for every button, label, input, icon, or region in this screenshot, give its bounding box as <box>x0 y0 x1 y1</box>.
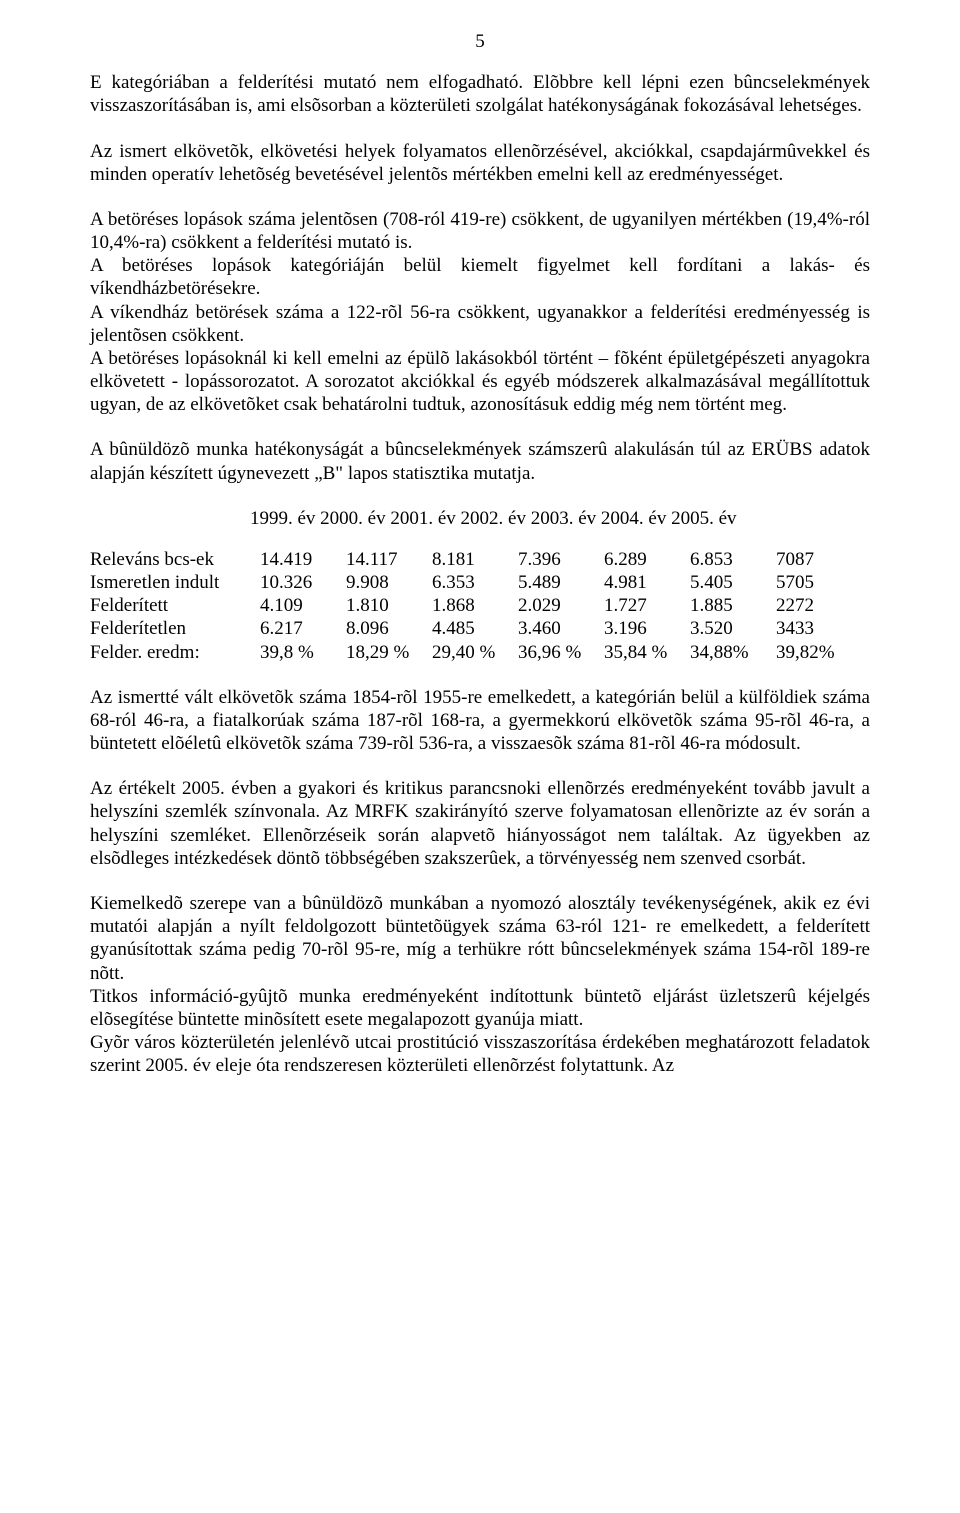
row-cell: 2.029 <box>518 594 604 617</box>
row-cell: 7087 <box>776 548 862 571</box>
row-cell: 4.981 <box>604 571 690 594</box>
row-cell: 1.810 <box>346 594 432 617</box>
row-cell: 5.489 <box>518 571 604 594</box>
statistics-table: Releváns bcs-ek14.41914.1178.1817.3966.2… <box>90 548 870 664</box>
table-row: Ismeretlen indult10.3269.9086.3535.4894.… <box>90 571 870 594</box>
row-cell: 8.181 <box>432 548 518 571</box>
row-cell: 29,40 % <box>432 641 518 664</box>
row-cell: 6.853 <box>690 548 776 571</box>
row-cell: 5705 <box>776 571 862 594</box>
paragraph-7: A bûnüldözõ munka hatékonyságát a bûncse… <box>90 438 870 484</box>
paragraph-3a: A betöréses lopások száma jelentõsen (70… <box>90 208 870 254</box>
page-number: 5 <box>90 30 870 53</box>
paragraph-9: Az értékelt 2005. évben a gyakori és kri… <box>90 777 870 870</box>
paragraph-12: Gyõr város közterületén jelenlévõ utcai … <box>90 1031 870 1077</box>
row-cell: 10.326 <box>260 571 346 594</box>
row-cell: 1.885 <box>690 594 776 617</box>
paragraph-block-3: A betöréses lopások száma jelentõsen (70… <box>90 208 870 417</box>
row-cell: 14.419 <box>260 548 346 571</box>
paragraph-2: Az ismert elkövetõk, elkövetési helyek f… <box>90 140 870 186</box>
paragraph-block-10: Kiemelkedõ szerepe van a bûnüldözõ munká… <box>90 892 870 1077</box>
row-cell: 4.109 <box>260 594 346 617</box>
row-cell: 3.520 <box>690 617 776 640</box>
row-cell: 14.117 <box>346 548 432 571</box>
row-cell: 3.196 <box>604 617 690 640</box>
row-cell: 3.460 <box>518 617 604 640</box>
row-cell: 6.289 <box>604 548 690 571</box>
table-row: Felder. eredm:39,8 %18,29 %29,40 %36,96 … <box>90 641 870 664</box>
row-cell: 1.727 <box>604 594 690 617</box>
row-cell: 6.353 <box>432 571 518 594</box>
years-header-line: 1999. év 2000. év 2001. év 2002. év 2003… <box>90 507 870 530</box>
row-cell: 5.405 <box>690 571 776 594</box>
paragraph-3d: A betöréses lopásoknál ki kell emelni az… <box>90 347 870 417</box>
row-cell: 2272 <box>776 594 862 617</box>
row-cell: 18,29 % <box>346 641 432 664</box>
row-cell: 3433 <box>776 617 862 640</box>
row-cell: 39,8 % <box>260 641 346 664</box>
paragraph-3b: A betöréses lopások kategóriáján belül k… <box>90 254 870 300</box>
row-label: Felderített <box>90 594 260 617</box>
row-label: Felderítetlen <box>90 617 260 640</box>
paragraph-11: Titkos információ-gyûjtõ munka eredménye… <box>90 985 870 1031</box>
row-label: Felder. eredm: <box>90 641 260 664</box>
row-label: Releváns bcs-ek <box>90 548 260 571</box>
table-row: Felderített4.1091.8101.8682.0291.7271.88… <box>90 594 870 617</box>
paragraph-10: Kiemelkedõ szerepe van a bûnüldözõ munká… <box>90 892 870 985</box>
paragraph-3c: A víkendház betörések száma a 122-rõl 56… <box>90 301 870 347</box>
table-row: Felderítetlen6.2178.0964.4853.4603.1963.… <box>90 617 870 640</box>
row-cell: 8.096 <box>346 617 432 640</box>
row-label: Ismeretlen indult <box>90 571 260 594</box>
row-cell: 39,82% <box>776 641 862 664</box>
paragraph-1: E kategóriában a felderítési mutató nem … <box>90 71 870 117</box>
row-cell: 6.217 <box>260 617 346 640</box>
row-cell: 4.485 <box>432 617 518 640</box>
row-cell: 34,88% <box>690 641 776 664</box>
row-cell: 1.868 <box>432 594 518 617</box>
row-cell: 7.396 <box>518 548 604 571</box>
document-page: 5 E kategóriában a felderítési mutató ne… <box>0 0 960 1513</box>
row-cell: 36,96 % <box>518 641 604 664</box>
row-cell: 9.908 <box>346 571 432 594</box>
row-cell: 35,84 % <box>604 641 690 664</box>
table-row: Releváns bcs-ek14.41914.1178.1817.3966.2… <box>90 548 870 571</box>
paragraph-8: Az ismertté vált elkövetõk száma 1854-rõ… <box>90 686 870 756</box>
